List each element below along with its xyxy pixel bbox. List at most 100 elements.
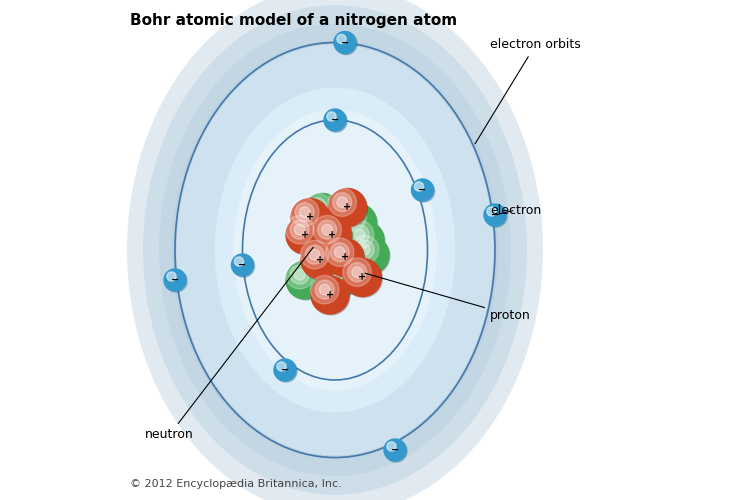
Circle shape [313, 216, 341, 244]
Circle shape [343, 258, 371, 286]
Text: −: − [491, 210, 499, 220]
Circle shape [337, 34, 346, 43]
Circle shape [274, 359, 296, 381]
Text: © 2012 Encyclopædia Britannica, Inc.: © 2012 Encyclopædia Britannica, Inc. [130, 479, 342, 489]
Circle shape [322, 224, 332, 235]
Circle shape [352, 267, 362, 278]
Circle shape [346, 212, 358, 222]
Circle shape [344, 258, 382, 296]
Circle shape [338, 203, 367, 232]
Circle shape [232, 254, 254, 276]
Ellipse shape [214, 88, 455, 412]
Circle shape [311, 276, 349, 314]
Circle shape [275, 360, 297, 382]
Circle shape [310, 276, 339, 304]
Circle shape [324, 109, 346, 131]
Text: +: + [326, 290, 334, 300]
Circle shape [320, 258, 349, 286]
Circle shape [309, 250, 320, 260]
Circle shape [321, 258, 359, 296]
Circle shape [414, 182, 424, 191]
Circle shape [327, 112, 336, 121]
Circle shape [329, 267, 340, 278]
Circle shape [290, 220, 309, 239]
Circle shape [328, 188, 367, 226]
Circle shape [314, 216, 352, 254]
Circle shape [325, 110, 347, 132]
Text: −: − [281, 365, 289, 375]
Circle shape [296, 202, 314, 222]
Circle shape [299, 207, 310, 218]
Circle shape [232, 255, 254, 277]
Circle shape [292, 200, 330, 237]
Circle shape [412, 179, 434, 201]
Circle shape [346, 220, 374, 249]
Circle shape [286, 216, 314, 244]
Circle shape [413, 180, 434, 202]
Ellipse shape [233, 110, 436, 390]
Ellipse shape [172, 40, 498, 460]
Circle shape [286, 216, 324, 254]
Circle shape [338, 204, 376, 242]
Text: neutron: neutron [145, 247, 314, 442]
Circle shape [318, 220, 337, 239]
Ellipse shape [127, 0, 543, 500]
Circle shape [335, 32, 357, 54]
Circle shape [320, 284, 330, 295]
Circle shape [343, 208, 362, 227]
Text: −: − [341, 38, 349, 48]
Circle shape [286, 261, 324, 299]
Circle shape [334, 32, 356, 54]
Text: −: − [391, 445, 399, 455]
Circle shape [344, 260, 382, 298]
Ellipse shape [159, 24, 511, 476]
Text: +: + [341, 252, 349, 262]
Circle shape [286, 260, 314, 289]
Circle shape [352, 237, 390, 275]
Text: electron: electron [490, 204, 542, 216]
Circle shape [334, 247, 345, 258]
Text: +: + [344, 202, 352, 212]
Circle shape [234, 257, 244, 266]
Circle shape [287, 217, 325, 255]
Ellipse shape [143, 5, 527, 495]
Circle shape [290, 198, 319, 226]
Text: +: + [328, 230, 337, 240]
Circle shape [351, 236, 389, 274]
Circle shape [312, 277, 350, 315]
Circle shape [164, 269, 186, 291]
Circle shape [326, 238, 364, 277]
Circle shape [329, 190, 368, 228]
Circle shape [330, 242, 350, 262]
Circle shape [165, 270, 187, 292]
Circle shape [301, 240, 329, 269]
Circle shape [301, 241, 339, 279]
Circle shape [304, 194, 343, 232]
Text: electron orbits: electron orbits [475, 38, 580, 144]
Text: +: + [316, 255, 324, 265]
Circle shape [294, 270, 305, 280]
Circle shape [305, 245, 324, 264]
Circle shape [350, 236, 379, 264]
Circle shape [314, 217, 352, 255]
Circle shape [359, 244, 370, 255]
Text: Bohr atomic model of a nitrogen atom: Bohr atomic model of a nitrogen atom [130, 12, 457, 28]
Circle shape [277, 362, 286, 371]
Circle shape [346, 221, 384, 259]
Circle shape [166, 272, 176, 281]
Circle shape [328, 188, 356, 216]
Circle shape [290, 265, 309, 284]
Text: −: − [171, 275, 179, 285]
Circle shape [385, 440, 407, 462]
Circle shape [484, 204, 506, 226]
Circle shape [287, 262, 325, 300]
Text: −: − [331, 115, 339, 125]
Circle shape [354, 230, 365, 240]
Text: −: − [419, 185, 427, 195]
Circle shape [315, 280, 334, 299]
Text: proton: proton [365, 274, 531, 322]
Circle shape [312, 202, 322, 212]
Circle shape [308, 198, 327, 216]
Circle shape [487, 207, 496, 216]
Circle shape [304, 194, 341, 232]
